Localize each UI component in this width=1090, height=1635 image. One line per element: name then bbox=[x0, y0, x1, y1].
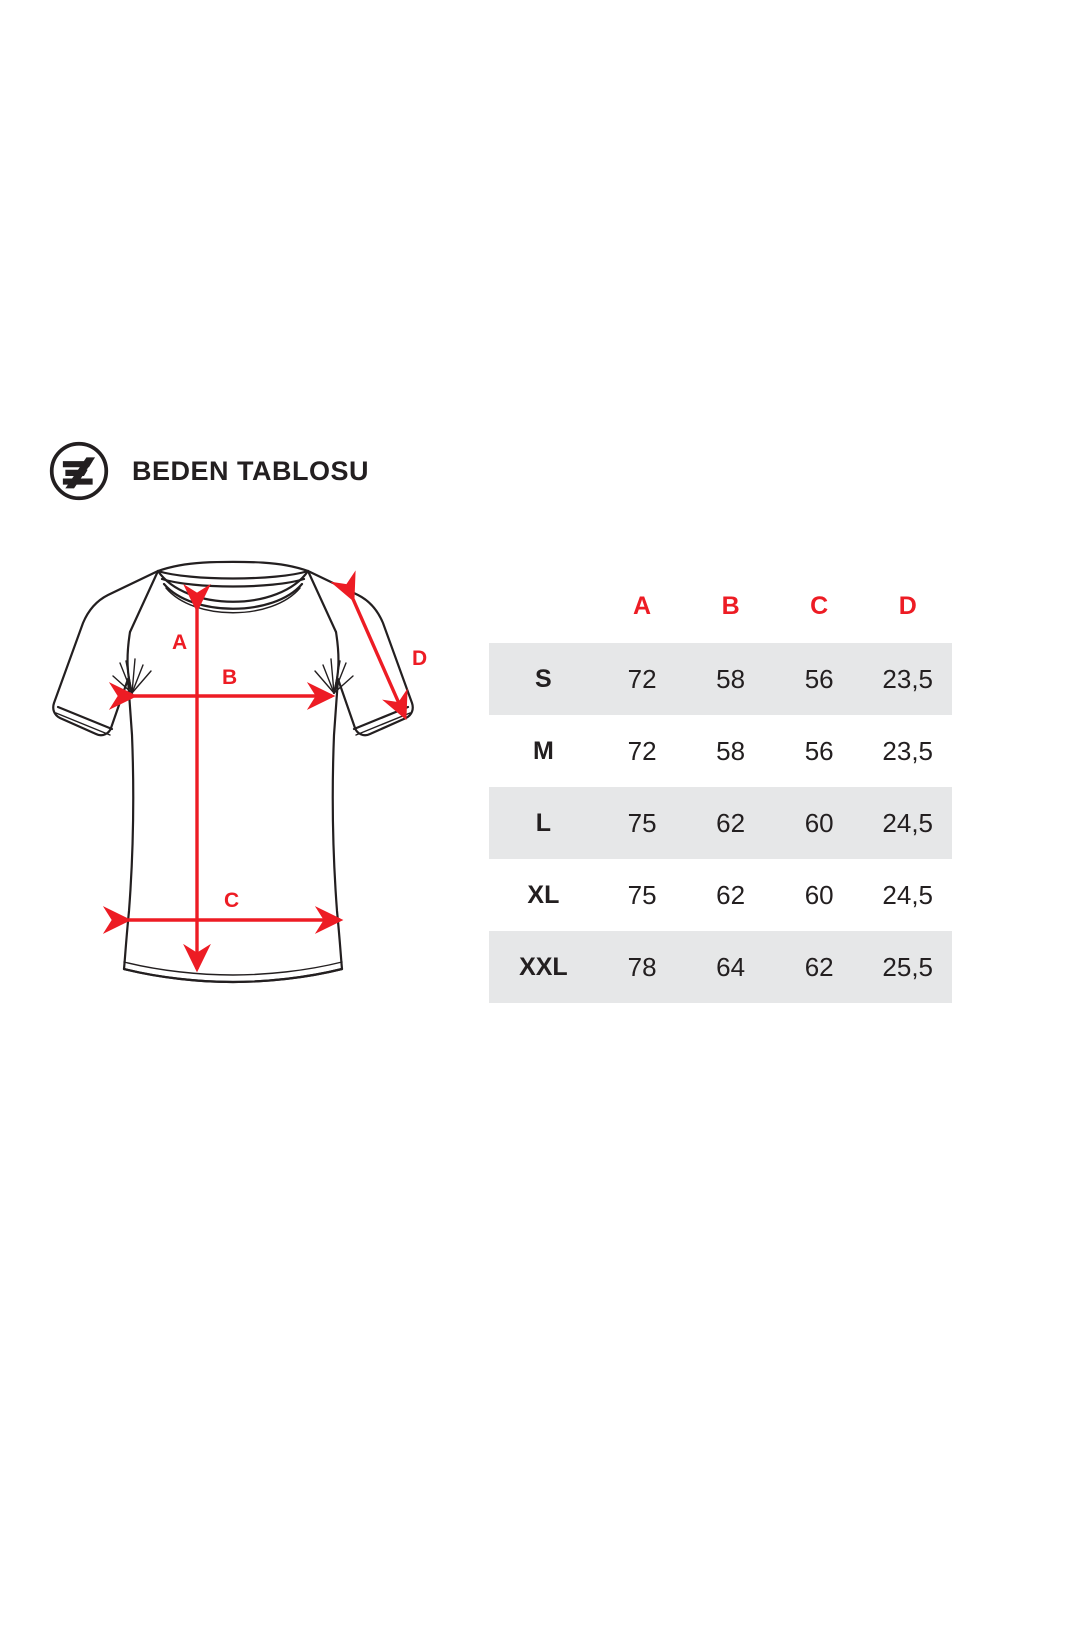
cell-d: 24,5 bbox=[882, 879, 934, 910]
tshirt-measurement-diagram: .ol { fill:#ffffff; stroke:#231f20; stro… bbox=[40, 555, 460, 1015]
cell-c: 56 bbox=[804, 735, 834, 766]
cell-c: 60 bbox=[804, 879, 834, 910]
cell-b: 58 bbox=[686, 643, 775, 715]
row-size-label: S bbox=[489, 643, 598, 715]
cell-b: 62 bbox=[686, 787, 775, 859]
cell-d: 25,5 bbox=[863, 931, 952, 1003]
cell-d: 23,5 bbox=[882, 735, 934, 766]
cell-b: 58 bbox=[716, 735, 746, 766]
measurement-label-c: C bbox=[224, 889, 239, 912]
cell-a: 75 bbox=[627, 879, 657, 910]
cell-b: 64 bbox=[686, 931, 775, 1003]
row-size-label: XXL bbox=[489, 931, 598, 1003]
size-chart-body: S 72 58 56 23,5 M 72 58 56 23,5 L 75 62 … bbox=[489, 643, 952, 1003]
cell-c: 60 bbox=[774, 787, 864, 859]
table-row: S 72 58 56 23,5 bbox=[489, 643, 952, 715]
measurement-label-b: B bbox=[222, 666, 237, 689]
size-chart-table: A B C D S 72 58 56 23,5 M 72 58 56 23,5 bbox=[489, 592, 952, 1003]
row-size-label: M bbox=[532, 736, 554, 765]
row-size-label: XL bbox=[527, 880, 560, 909]
column-header-d: D bbox=[898, 592, 917, 620]
cell-a: 78 bbox=[597, 931, 687, 1003]
cell-c: 62 bbox=[774, 931, 864, 1003]
cell-a: 72 bbox=[597, 643, 687, 715]
measurement-arrow-d bbox=[330, 570, 408, 721]
measurement-label-d: D bbox=[412, 647, 427, 670]
cell-d: 23,5 bbox=[863, 643, 952, 715]
row-size-label: L bbox=[489, 787, 598, 859]
column-header-a: A bbox=[633, 592, 652, 620]
cell-b: 62 bbox=[716, 879, 746, 910]
table-row: M 72 58 56 23,5 bbox=[489, 715, 952, 787]
cell-c: 56 bbox=[774, 643, 864, 715]
table-row: XXL 78 64 62 25,5 bbox=[489, 931, 952, 1003]
cell-d: 24,5 bbox=[863, 787, 952, 859]
table-row: L 75 62 60 24,5 bbox=[489, 787, 952, 859]
column-header-b: B bbox=[721, 592, 740, 620]
size-chart-header-row: A B C D bbox=[489, 592, 952, 643]
cell-a: 72 bbox=[627, 735, 657, 766]
cell-a: 75 bbox=[597, 787, 687, 859]
column-header-size bbox=[489, 592, 598, 643]
brand-header: BEDEN TABLOSU bbox=[48, 440, 369, 502]
ez-monogram-circle-logo bbox=[49, 441, 109, 501]
column-header-c: C bbox=[810, 592, 829, 620]
page-title: BEDEN TABLOSU bbox=[132, 455, 370, 486]
table-row: XL 75 62 60 24,5 bbox=[489, 859, 952, 931]
measurement-label-a: A bbox=[172, 631, 187, 654]
